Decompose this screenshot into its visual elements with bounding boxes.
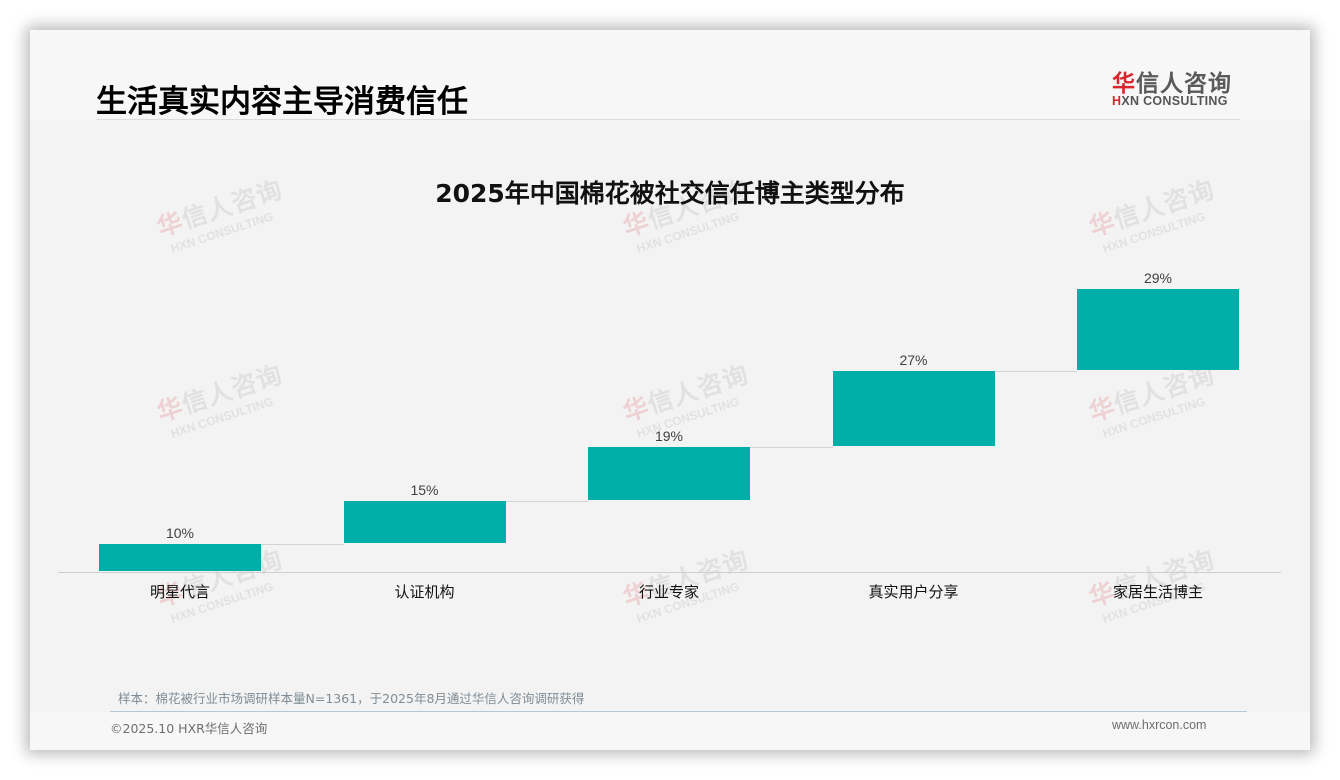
logo-accent-char: 华 xyxy=(1112,71,1136,97)
website-link[interactable]: www.hxrcon.com xyxy=(1112,718,1207,732)
bar xyxy=(1077,289,1239,371)
waterfall-chart: 10% 明星代言 15% 认证机构 19% 行业专家 27% 真实用户分享 29% 家居生活博主 xyxy=(30,30,1310,750)
chart-title: 2025年中国棉花被社交信任博主类型分布 xyxy=(435,179,905,208)
data-label: 10% xyxy=(165,524,195,541)
footer-band xyxy=(30,712,1310,750)
data-label: 27% xyxy=(899,352,928,369)
connector-line xyxy=(750,447,833,449)
category-label: 家居生活博主 xyxy=(1112,583,1203,601)
page-title: 生活真实内容主导消费信任 xyxy=(96,84,468,120)
footer-divider xyxy=(110,711,1247,712)
logo-english-rest: XN CONSULTING xyxy=(1121,94,1228,108)
bar xyxy=(343,501,506,543)
connector-line xyxy=(261,543,344,545)
title-divider xyxy=(96,119,1240,120)
logo-english: HXN CONSULTING xyxy=(1112,94,1228,108)
sample-note: 样本：棉花被行业市场调研样本量N=1361，于2025年8月通过华信人咨询调研获… xyxy=(118,691,585,706)
brand-logo: 华信人咨询 HXN CONSULTING xyxy=(1112,64,1242,114)
logo-chinese: 华信人咨询 xyxy=(1112,64,1232,98)
copyright-text: ©2025.10 HXR华信人咨询 xyxy=(110,721,268,736)
x-axis-baseline xyxy=(58,572,1281,573)
logo-english-accent: H xyxy=(1112,94,1122,108)
logo-chinese-rest: 信人咨询 xyxy=(1136,71,1232,97)
category-label: 行业专家 xyxy=(638,583,699,601)
data-label: 15% xyxy=(410,482,439,499)
connector-line xyxy=(994,371,1077,373)
bar xyxy=(588,447,750,501)
slide: 生活真实内容主导消费信任 华信人咨询 HXN CONSULTING 华信人咨询 H… xyxy=(30,30,1310,750)
bar xyxy=(99,543,261,571)
bar xyxy=(832,371,995,447)
data-label: 29% xyxy=(1143,270,1173,286)
header-band xyxy=(30,30,1310,120)
connector-line xyxy=(505,501,588,503)
data-label: 19% xyxy=(654,428,684,445)
category-label: 真实用户分享 xyxy=(868,583,959,601)
category-label: 明星代言 xyxy=(149,583,210,601)
category-label: 认证机构 xyxy=(394,583,455,601)
